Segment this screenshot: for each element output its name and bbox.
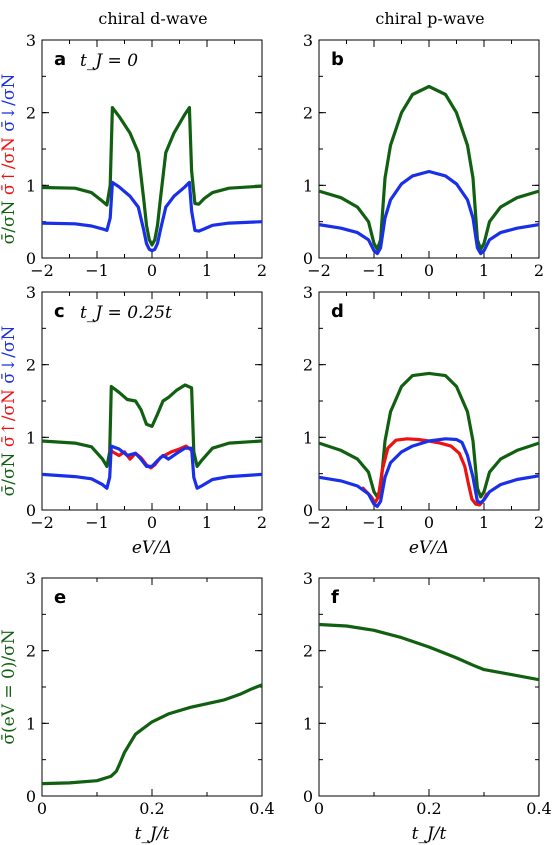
y-tick-label: 0 — [303, 249, 313, 268]
series-line-total — [319, 622, 539, 682]
x-tick-label: 0 — [424, 513, 434, 532]
x-tick-label: −1 — [362, 513, 386, 532]
panel-d: −2 −1 0 1 2 0 1 2 3d — [303, 283, 544, 532]
x-tick-label: 0 — [37, 799, 47, 818]
y-tick-label: 1 — [26, 714, 36, 733]
y-tick-label: 0 — [303, 787, 313, 806]
plot-frame — [318, 577, 540, 797]
plot-frame — [41, 577, 263, 797]
x-tick-label: 1 — [202, 513, 212, 532]
y-axis-label: σ̄/σN σ̄↑/σN σ̄↓/σN — [0, 326, 19, 497]
x-tick-label: 0 — [147, 261, 157, 280]
y-tick-label: 1 — [303, 714, 313, 733]
y-tick-label: 2 — [26, 104, 36, 123]
panel-annotation: t_J = 0 — [80, 51, 138, 71]
x-tick-label: 0.4 — [526, 799, 551, 818]
x-tick-label: −2 — [30, 261, 54, 280]
y-label-part: σ̄↓/σN — [0, 74, 19, 138]
x-axis-label: eV/Δ — [132, 538, 172, 558]
y-tick-label: 3 — [26, 283, 36, 302]
y-tick-label: 2 — [303, 356, 313, 375]
x-tick-label: −1 — [362, 261, 386, 280]
series-line-down — [42, 444, 262, 490]
y-tick-label: 2 — [303, 104, 313, 123]
panel-label: b — [331, 49, 344, 70]
x-tick-label: 2 — [534, 261, 544, 280]
y-tick-label: 2 — [303, 642, 313, 661]
x-tick-label: 2 — [257, 513, 267, 532]
y-label-part: σ̄/σN — [0, 452, 19, 496]
y-tick-label: 0 — [26, 787, 36, 806]
x-tick-label: −2 — [30, 513, 54, 532]
y-label-part: σ̄↑/σN — [0, 389, 19, 453]
panel-label: d — [331, 301, 344, 322]
y-tick-label: 2 — [26, 642, 36, 661]
panel-e: 0 0.2 0.4 0 1 2 3e σ̄(eV = 0)/σN t_J/t — [0, 569, 275, 844]
series-line-total — [319, 84, 539, 251]
plot-frame — [318, 39, 540, 259]
x-tick-label: 0.2 — [139, 799, 164, 818]
panel-annotation: t_J = 0.25t — [80, 303, 172, 323]
column-title-left: chiral d-wave — [98, 9, 207, 28]
x-tick-label: 1 — [479, 261, 489, 280]
y-axis-label: σ̄/σN σ̄↑/σN σ̄↓/σN — [0, 74, 19, 245]
y-tick-label: 3 — [303, 569, 313, 588]
y-tick-label: 3 — [26, 569, 36, 588]
x-axis-label: t_J/t — [135, 824, 170, 844]
series-line-down — [42, 180, 262, 253]
x-tick-label: 2 — [534, 513, 544, 532]
y-tick-label: 1 — [26, 428, 36, 447]
y-label-part: σ̄/σN — [0, 200, 19, 244]
series-line-total — [42, 383, 262, 468]
y-axis-label: σ̄(eV = 0)/σN — [0, 629, 19, 744]
x-axis-label: t_J/t — [412, 824, 447, 844]
series-line-down — [319, 169, 539, 256]
panel-a: −2 −1 0 1 2 0 1 2 3a t_J = 0 σ̄/σN σ̄↑/σN σ̄↓/σN — [0, 31, 267, 280]
x-tick-label: −2 — [307, 513, 331, 532]
panel-label: c — [54, 301, 65, 322]
series-line-total — [42, 683, 262, 786]
plot-frame — [318, 291, 540, 511]
x-tick-label: −2 — [307, 261, 331, 280]
y-tick-label: 1 — [303, 176, 313, 195]
series-line-up — [361, 437, 489, 507]
x-axis-label: eV/Δ — [409, 538, 449, 558]
x-tick-label: 0 — [314, 799, 324, 818]
panel-label: f — [331, 587, 339, 608]
y-tick-label: 0 — [26, 501, 36, 520]
panel-c: −2 −1 0 1 2 0 1 2 3c t_J = 0.25t σ̄/σN σ̄↑/σN σ̄↓/… — [0, 283, 267, 532]
x-tick-label: 0 — [147, 513, 157, 532]
x-tick-label: 0.4 — [249, 799, 274, 818]
panel-label: a — [54, 49, 66, 70]
x-tick-label: −1 — [85, 261, 109, 280]
series-line-total — [42, 105, 262, 247]
y-tick-label: 2 — [26, 356, 36, 375]
y-tick-label: 1 — [303, 428, 313, 447]
y-tick-label: 3 — [303, 283, 313, 302]
panel-b: −2 −1 0 1 2 0 1 2 3b — [303, 31, 544, 280]
x-tick-label: 1 — [202, 261, 212, 280]
y-tick-label: 1 — [26, 176, 36, 195]
y-tick-label: 0 — [303, 501, 313, 520]
series-line-up — [108, 444, 194, 470]
series-line-down — [319, 437, 539, 508]
y-tick-label: 0 — [26, 249, 36, 268]
x-tick-label: 0.2 — [416, 799, 441, 818]
series-line-total — [319, 371, 539, 499]
panel-label: e — [54, 587, 66, 608]
column-title-right: chiral p-wave — [375, 9, 484, 28]
y-tick-label: 3 — [303, 31, 313, 50]
x-tick-label: 2 — [257, 261, 267, 280]
y-tick-label: 3 — [26, 31, 36, 50]
x-tick-label: 1 — [479, 513, 489, 532]
x-tick-label: 0 — [424, 261, 434, 280]
panel-f: 0 0.2 0.4 0 1 2 3f t_J/t — [303, 569, 552, 844]
y-label-part: σ̄↑/σN — [0, 137, 19, 201]
x-tick-label: −1 — [85, 513, 109, 532]
y-label-part: σ̄↓/σN — [0, 326, 19, 390]
